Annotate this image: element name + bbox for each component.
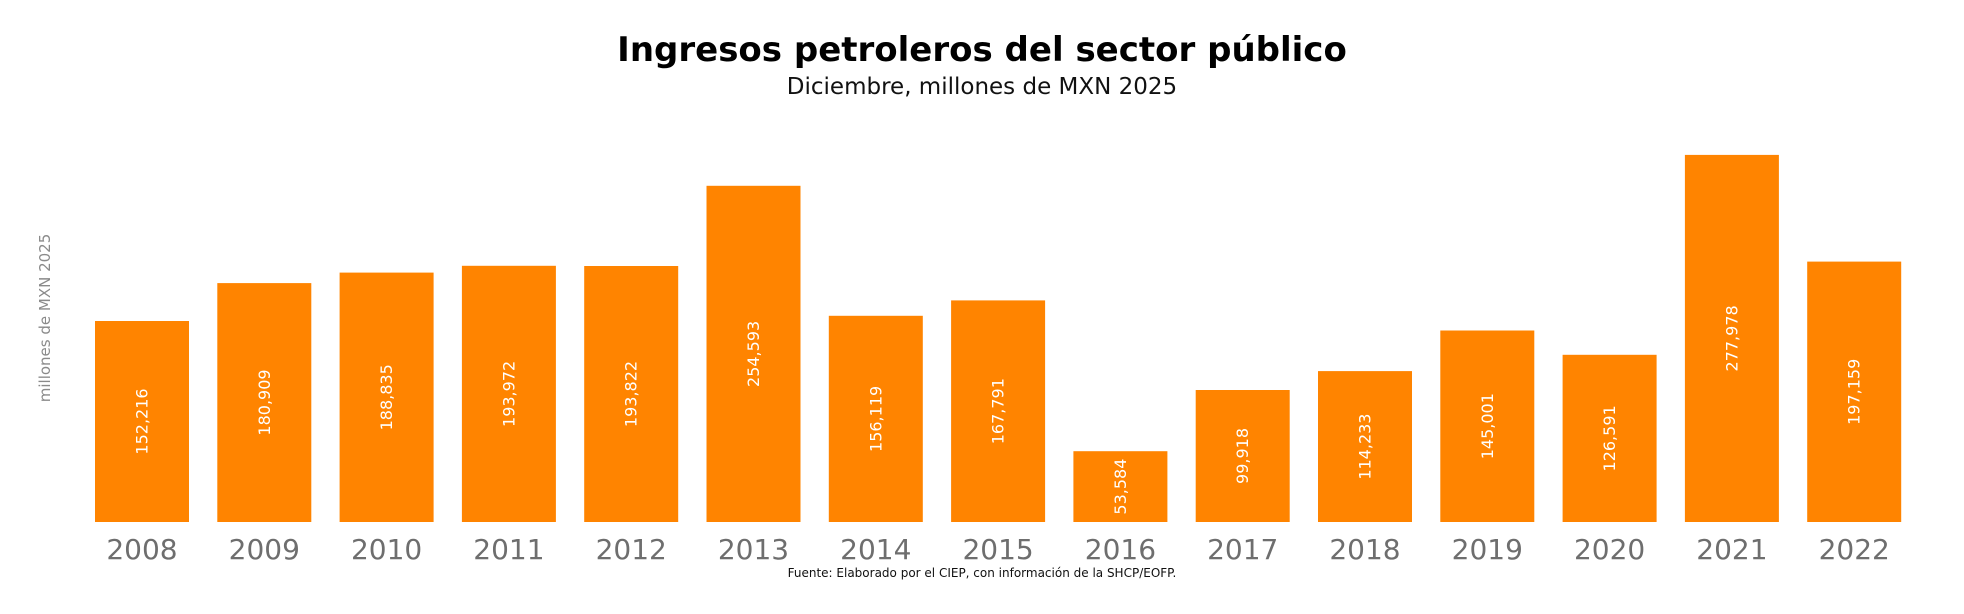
bar-2013 — [706, 185, 801, 523]
bar-value-label-2012: 193,822 — [622, 361, 641, 427]
x-tick-2021: 2021 — [1696, 533, 1767, 566]
bar-2017 — [1195, 390, 1290, 522]
bar-2015 — [951, 300, 1046, 522]
x-tick-2020: 2020 — [1574, 533, 1645, 566]
x-tick-2018: 2018 — [1329, 533, 1400, 566]
x-tick-2014: 2014 — [840, 533, 911, 566]
bar-value-label-2020: 126,591 — [1600, 405, 1619, 471]
x-tick-2017: 2017 — [1207, 533, 1278, 566]
x-tick-2012: 2012 — [596, 533, 667, 566]
bar-2022 — [1807, 261, 1902, 522]
bar-2021 — [1684, 154, 1779, 522]
x-tick-2013: 2013 — [718, 533, 789, 566]
bar-value-label-2017: 99,918 — [1233, 428, 1252, 484]
bar-value-label-2018: 114,233 — [1356, 414, 1375, 480]
bar-2010 — [339, 272, 434, 522]
source-note: Fuente: Elaborado por el CIEP, con infor… — [787, 566, 1177, 580]
bar-2014 — [828, 315, 923, 522]
x-axis-ticks: 2008 2009 2010 2011 2012 2013 2014 2015 2016 2017… — [106, 533, 1889, 566]
bar-value-label-2014: 156,119 — [866, 386, 885, 452]
x-tick-2019: 2019 — [1452, 533, 1523, 566]
bar-value-label-2013: 254,593 — [744, 321, 763, 387]
bar-value-label-2015: 167,791 — [989, 378, 1008, 444]
bars-group — [95, 154, 1902, 523]
bar-2012 — [584, 266, 679, 522]
x-tick-2022: 2022 — [1819, 533, 1890, 566]
x-tick-2015: 2015 — [962, 533, 1033, 566]
bar-2016 — [1073, 451, 1168, 522]
bar-value-label-2016: 53,584 — [1111, 459, 1130, 515]
bar-value-label-2021: 277,978 — [1722, 305, 1741, 371]
x-tick-2008: 2008 — [106, 533, 177, 566]
x-tick-2010: 2010 — [351, 533, 422, 566]
bar-2009 — [217, 283, 312, 522]
y-axis-label-group: millones de MXN 2025 — [36, 234, 54, 403]
bar-value-label-2010: 188,835 — [377, 364, 396, 430]
chart-title: Ingresos petroleros del sector público — [617, 30, 1347, 70]
bar-2019 — [1440, 330, 1535, 522]
bar-2020 — [1562, 354, 1657, 522]
bar-value-label-2022: 197,159 — [1845, 359, 1864, 425]
x-tick-2011: 2011 — [473, 533, 544, 566]
x-tick-2009: 2009 — [229, 533, 300, 566]
bar-value-label-2011: 193,972 — [499, 361, 518, 427]
y-axis-label: millones de MXN 2025 — [36, 234, 54, 403]
bar-value-label-2008: 152,216 — [133, 388, 152, 454]
bar-value-label-2019: 145,001 — [1478, 393, 1497, 459]
x-tick-2016: 2016 — [1085, 533, 1156, 566]
bar-labels-group: 152,216 180,909 188,835 193,972 193,822 254,5… — [133, 305, 1864, 514]
chart-subtitle: Diciembre, millones de MXN 2025 — [786, 74, 1178, 100]
bar-2018 — [1318, 371, 1412, 522]
bar-2008 — [95, 321, 189, 522]
bar-value-label-2009: 180,909 — [255, 369, 274, 435]
bar-2011 — [461, 265, 556, 522]
